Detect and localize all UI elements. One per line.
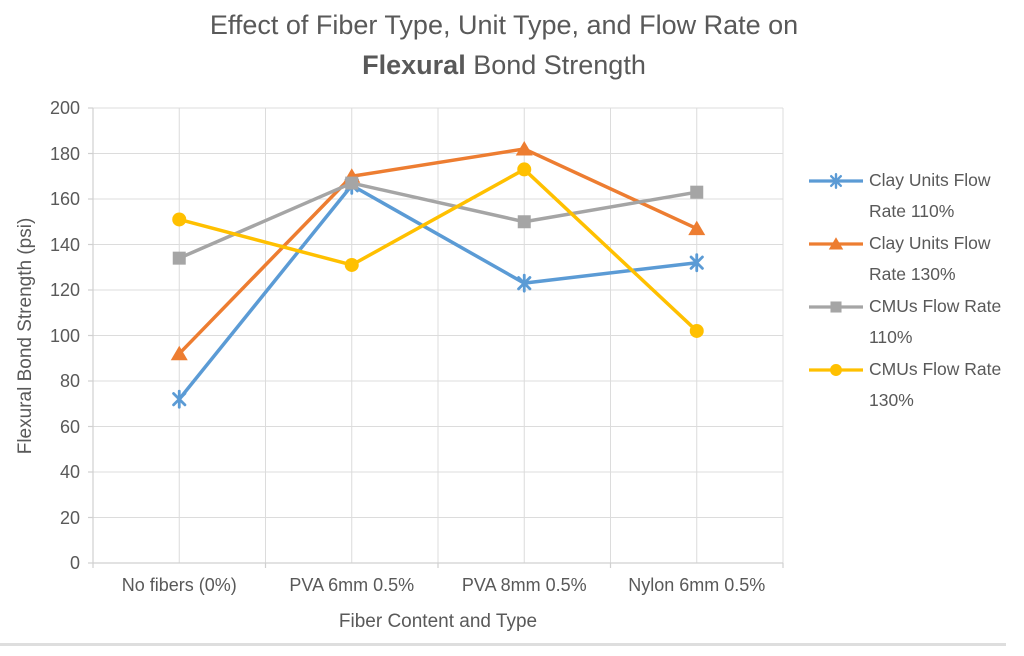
data-point-marker [690,185,704,199]
legend-marker-shape [829,174,843,188]
data-point-marker [170,345,188,361]
y-tick-label: 20 [59,507,80,528]
y-axis-title: Flexural Bond Strength (psi) [15,217,36,455]
data-point-marker [689,255,704,270]
y-tick-label: 60 [59,416,80,437]
legend-label: Clay Units Flow Rate 110% [869,170,991,221]
series-3 [172,162,704,338]
legend: Clay Units Flow Rate 110% Clay Units Flow… [808,165,1018,417]
y-tick-label: 40 [59,462,80,482]
data-point-marker [344,257,359,272]
legend-marker-asterisk-icon [809,173,863,189]
legend-label: CMUs Flow Rate 110% [869,296,1002,347]
series-2 [172,176,704,265]
y-tick-label: 80 [59,371,80,391]
legend-item-1: Clay Units Flow Rate 130% [808,228,1018,290]
chart-title: Effect of Fiber Type, Unit Type, and Flo… [0,5,1008,85]
data-point-marker [172,392,187,407]
legend-label: CMUs Flow Rate 130% [869,359,1002,410]
bottom-divider [0,643,1006,646]
chart-title-line2: Flexural Bond Strength [362,50,646,80]
y-tick-label: 0 [69,553,80,573]
data-point-marker [172,212,187,227]
chart-title-line1: Effect of Fiber Type, Unit Type, and Flo… [209,10,799,40]
data-point-marker [515,140,533,156]
x-axis-title: Fiber Content and Type [338,611,538,632]
legend-item-2: CMUs Flow Rate 110% [808,291,1018,353]
legend-marker-shape [830,364,842,376]
legend-marker-triangle-icon [809,237,863,250]
y-tick-label: 120 [49,280,80,300]
x-category-label: PVA 8mm 0.5% [461,575,587,595]
plot-svg [88,107,784,568]
data-point-marker [517,162,532,177]
data-point-marker [517,215,531,229]
legend-marker-square-icon [809,301,863,313]
data-point-marker [688,220,706,236]
data-point-marker [689,323,704,338]
data-point-marker [345,176,359,190]
x-category-label: Nylon 6mm 0.5% [628,575,766,595]
y-tick-label: 180 [49,143,80,164]
legend-item-3: CMUs Flow Rate 130% [808,354,1018,416]
legend-marker-circle-icon [809,364,863,376]
series-line [177,183,697,401]
data-point-marker [517,276,532,291]
y-tick-label: 100 [49,325,80,346]
y-tick-label: 160 [49,189,80,209]
data-point-marker [172,251,186,265]
y-tick-label: 140 [49,234,80,255]
legend-label: Clay Units Flow Rate 130% [869,233,991,284]
x-category-label: PVA 6mm 0.5% [289,575,415,595]
y-tick-label: 200 [49,98,80,118]
legend-marker-shape [830,301,842,313]
legend-item-0: Clay Units Flow Rate 110% [808,165,1018,227]
x-category-label: No fibers (0%) [121,575,237,595]
legend-marker-shape [828,237,844,250]
series-line [178,181,698,260]
series-line [178,167,698,333]
series-line [177,147,698,355]
